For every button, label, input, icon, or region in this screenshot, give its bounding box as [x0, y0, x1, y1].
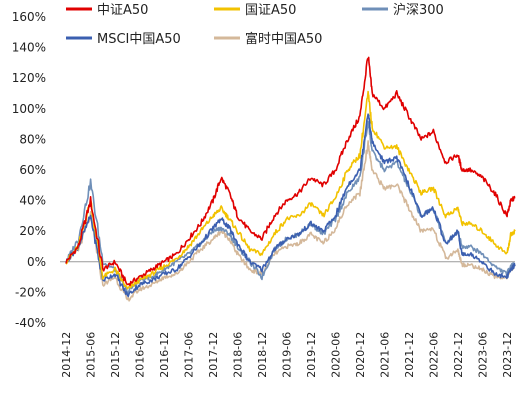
y-tick-label: 160%: [12, 10, 46, 24]
legend-item: 国证A50: [214, 3, 296, 18]
x-tick-label: 2015-06: [85, 332, 98, 378]
y-tick-label: 0%: [27, 255, 46, 269]
legend-label: 中证A50: [97, 3, 148, 18]
x-tick-label: 2023-06: [476, 332, 489, 378]
legend-label: MSCI中国A50: [97, 32, 181, 47]
x-tick-label: 2017-12: [207, 332, 220, 378]
legend-item: 富时中国A50: [214, 31, 322, 47]
x-tick-label: 2020-12: [354, 332, 367, 378]
x-tick-label: 2023-12: [501, 332, 514, 378]
legend: 中证A50 国证A50 沪深300 MSCI中国A50 富时中国A50: [66, 2, 444, 47]
x-tick-label: 2022-12: [452, 332, 465, 378]
legend-label: 富时中国A50: [245, 31, 322, 47]
x-tick-label: 2022-06: [427, 332, 440, 378]
series-line: [65, 113, 516, 298]
x-tick-label: 2019-06: [280, 332, 293, 378]
x-tick-label: 2018-06: [232, 332, 245, 378]
x-axis: 2014-12 2015-06 2015-12 2016-06 2016-12 2017-…: [60, 332, 514, 378]
y-tick-label: -20%: [15, 285, 46, 299]
series-line: [65, 140, 516, 302]
x-tick-label: 2019-12: [305, 332, 318, 378]
y-axis: 160% 140% 120% 100% 80% 60% 40% 20% 0% -20% -40%: [12, 10, 515, 330]
y-tick-label: 20%: [19, 224, 46, 238]
x-tick-label: 2018-12: [256, 332, 269, 378]
plot-area: [65, 56, 516, 302]
series-line: [65, 56, 516, 287]
y-tick-label: 120%: [12, 71, 46, 85]
y-tick-label: 100%: [12, 102, 46, 116]
x-tick-label: 2015-12: [109, 332, 122, 378]
legend-item: MSCI中国A50: [66, 32, 181, 47]
legend-label: 沪深300: [393, 2, 444, 18]
legend-label: 国证A50: [245, 3, 296, 18]
y-tick-label: 60%: [19, 163, 46, 177]
x-tick-label: 2016-06: [134, 332, 147, 378]
y-tick-label: 40%: [19, 194, 46, 208]
x-tick-label: 2017-06: [183, 332, 196, 378]
series-line: [65, 90, 516, 290]
y-tick-label: 140%: [12, 41, 46, 55]
x-tick-label: 2014-12: [60, 332, 73, 378]
legend-item: 中证A50: [66, 3, 148, 18]
legend-item: 沪深300: [362, 2, 444, 18]
x-tick-label: 2021-12: [403, 332, 416, 378]
x-tick-label: 2016-12: [158, 332, 171, 378]
x-tick-label: 2021-06: [378, 332, 391, 378]
series-line: [65, 120, 516, 296]
x-tick-label: 2020-06: [329, 332, 342, 378]
y-tick-label: -40%: [15, 316, 46, 330]
y-tick-label: 80%: [19, 132, 46, 146]
